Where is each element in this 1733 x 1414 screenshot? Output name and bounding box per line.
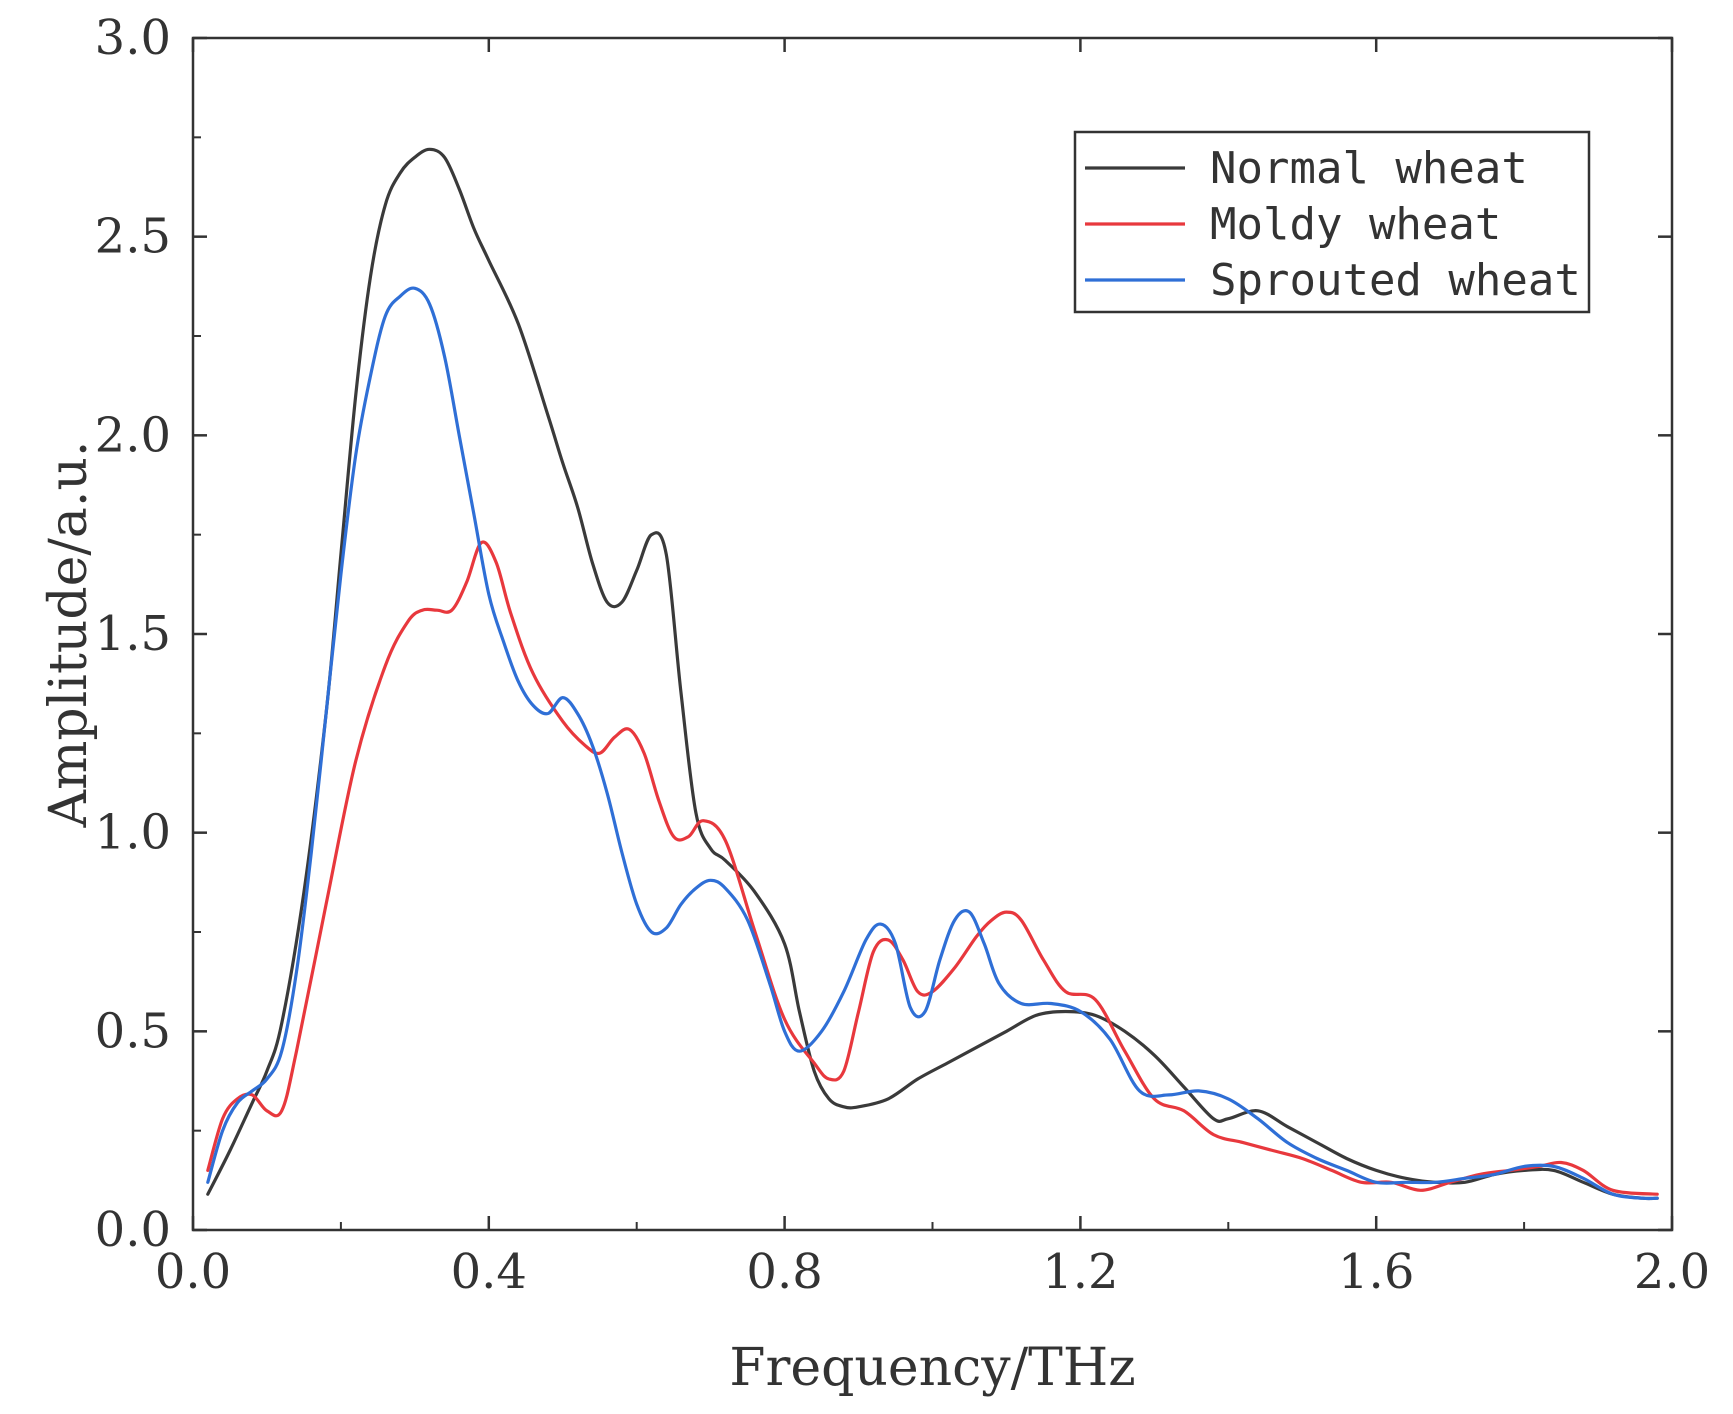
series-line-sprouted-wheat	[206, 286, 1659, 1201]
x-tick-label: 1.6	[1338, 1244, 1414, 1300]
y-axis-label: Amplitude/a.u.	[39, 441, 99, 829]
ticks: 0.0 0.4 0.8 1.2 1.6 2.0 0.0 0.5 1.0 1.5 2.0 2.5 3.0	[95, 10, 1711, 1300]
legend-label: Moldy wheat	[1210, 199, 1501, 250]
x-tick-label: 0.0	[155, 1244, 231, 1300]
y-tick-label: 2.0	[95, 407, 171, 463]
series-line-moldy-wheat	[206, 540, 1659, 1196]
series-lines	[206, 147, 1659, 1201]
x-axis-label: Frequency/THz	[729, 1338, 1135, 1398]
y-tick-label: 0.5	[95, 1003, 171, 1059]
series-line-normal-wheat	[206, 147, 1659, 1201]
y-tick-label: 1.0	[95, 805, 171, 861]
y-tick-label: 0.0	[95, 1202, 171, 1258]
y-tick-label: 1.5	[95, 606, 171, 662]
x-tick-label: 2.0	[1634, 1244, 1710, 1300]
legend-label: Normal wheat	[1210, 143, 1528, 194]
y-tick-label: 2.5	[95, 209, 171, 265]
legend-label: Sprouted wheat	[1210, 255, 1581, 306]
x-tick-label: 0.4	[451, 1244, 527, 1300]
x-tick-label: 0.8	[746, 1244, 822, 1300]
y-tick-label: 3.0	[95, 10, 171, 66]
x-tick-label: 1.2	[1042, 1244, 1118, 1300]
legend-box	[1073, 130, 1591, 314]
